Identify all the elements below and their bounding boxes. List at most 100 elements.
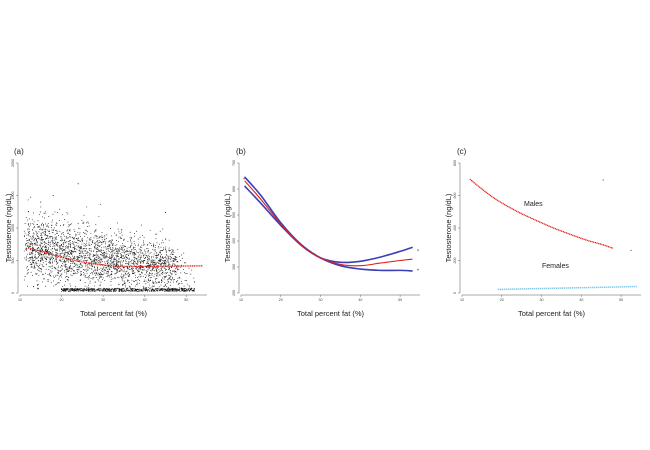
scatter-point (146, 271, 148, 272)
scatter-point (62, 289, 63, 291)
scatter-point (63, 264, 65, 266)
scatter-point (79, 246, 81, 248)
scatter-point (61, 250, 63, 252)
scatter-point (86, 288, 87, 289)
series-line-females (497, 285, 638, 291)
scatter-point (116, 249, 118, 251)
scatter-point (41, 247, 43, 249)
scatter-point (143, 281, 145, 283)
scatter-point (96, 289, 98, 290)
scatter-point (101, 254, 103, 256)
scatter-point (149, 229, 151, 231)
scatter-point (88, 238, 90, 240)
scatter-point (103, 254, 105, 256)
scatter-point (125, 255, 127, 257)
scatter-point (90, 232, 92, 234)
scatter-point (90, 244, 92, 246)
scatter-point (98, 257, 100, 259)
scatter-point (177, 249, 179, 251)
scatter-point (156, 289, 157, 291)
scatter-point (100, 268, 102, 270)
scatter-point (165, 263, 167, 265)
scatter-point (36, 247, 38, 249)
scatter-point (157, 273, 159, 275)
scatter-point (41, 248, 42, 250)
scatter-point (178, 290, 180, 292)
scatter-point (113, 263, 115, 265)
scatter-point (159, 282, 160, 284)
scatter-point (58, 272, 60, 274)
scatter-point (158, 281, 159, 283)
scatter-point (31, 255, 33, 257)
scatter-point (115, 289, 117, 291)
scatter-point (28, 218, 30, 220)
scatter-point (38, 267, 40, 269)
scatter-point (122, 255, 124, 257)
scatter-point (115, 268, 117, 270)
scatter-point (126, 268, 128, 270)
scatter-point (32, 235, 34, 237)
scatter-point (38, 284, 40, 286)
scatter-point (165, 258, 167, 260)
scatter-point (125, 260, 126, 262)
scatter-point (170, 253, 172, 255)
scatter-point (158, 269, 160, 271)
scatter-point (37, 287, 39, 289)
scatter-point (109, 263, 111, 265)
scatter-point (186, 279, 187, 281)
scatter-point (76, 259, 78, 260)
scatter-point (126, 288, 128, 290)
scatter-point (109, 266, 111, 268)
scatter-point (98, 237, 100, 239)
scatter-point (87, 237, 89, 239)
scatter-point (79, 253, 80, 254)
scatter-point (100, 262, 102, 264)
scatter-point (68, 254, 70, 255)
scatter-point (151, 262, 153, 264)
scatter-point (134, 246, 136, 248)
scatter-point (133, 273, 135, 275)
scatter-point (160, 289, 162, 291)
scatter-point (48, 247, 49, 249)
scatter-point (36, 235, 38, 236)
scatter-point (121, 277, 122, 278)
scatter-point (91, 264, 93, 266)
scatter-point (45, 223, 47, 225)
scatter-point (55, 254, 57, 256)
scatter-point (146, 275, 148, 277)
scatter-point (103, 288, 105, 289)
scatter-point (28, 240, 30, 241)
scatter-point (146, 259, 148, 261)
scatter-point (38, 231, 40, 233)
scatter-point (154, 285, 155, 287)
scatter-point (78, 255, 80, 256)
scatter-point (166, 286, 167, 288)
scatter-point (55, 224, 57, 226)
scatter-point (91, 288, 93, 289)
scatter-point (150, 242, 152, 244)
scatter-point (67, 266, 69, 268)
scatter-point (147, 244, 149, 245)
scatter-point (133, 249, 135, 251)
scatter-point (45, 261, 47, 263)
scatter-point (104, 235, 106, 236)
scatter-point (123, 283, 125, 284)
scatter-point (94, 267, 95, 269)
scatter-point (116, 240, 117, 241)
scatter-point (60, 252, 62, 254)
scatter-point (52, 262, 53, 264)
scatter-point (99, 290, 101, 292)
scatter-point (147, 249, 149, 251)
scatter-point (36, 232, 38, 234)
scatter-point (115, 258, 117, 260)
scatter-point (131, 249, 133, 251)
scatter-point (50, 275, 52, 277)
scatter-point (28, 224, 30, 226)
scatter-point (75, 263, 77, 265)
scatter-point (113, 290, 115, 292)
scatter-point (148, 264, 150, 266)
scatter-point (177, 288, 179, 290)
scatter-point (30, 245, 32, 247)
scatter-point (165, 290, 167, 292)
scatter-point (44, 258, 46, 260)
